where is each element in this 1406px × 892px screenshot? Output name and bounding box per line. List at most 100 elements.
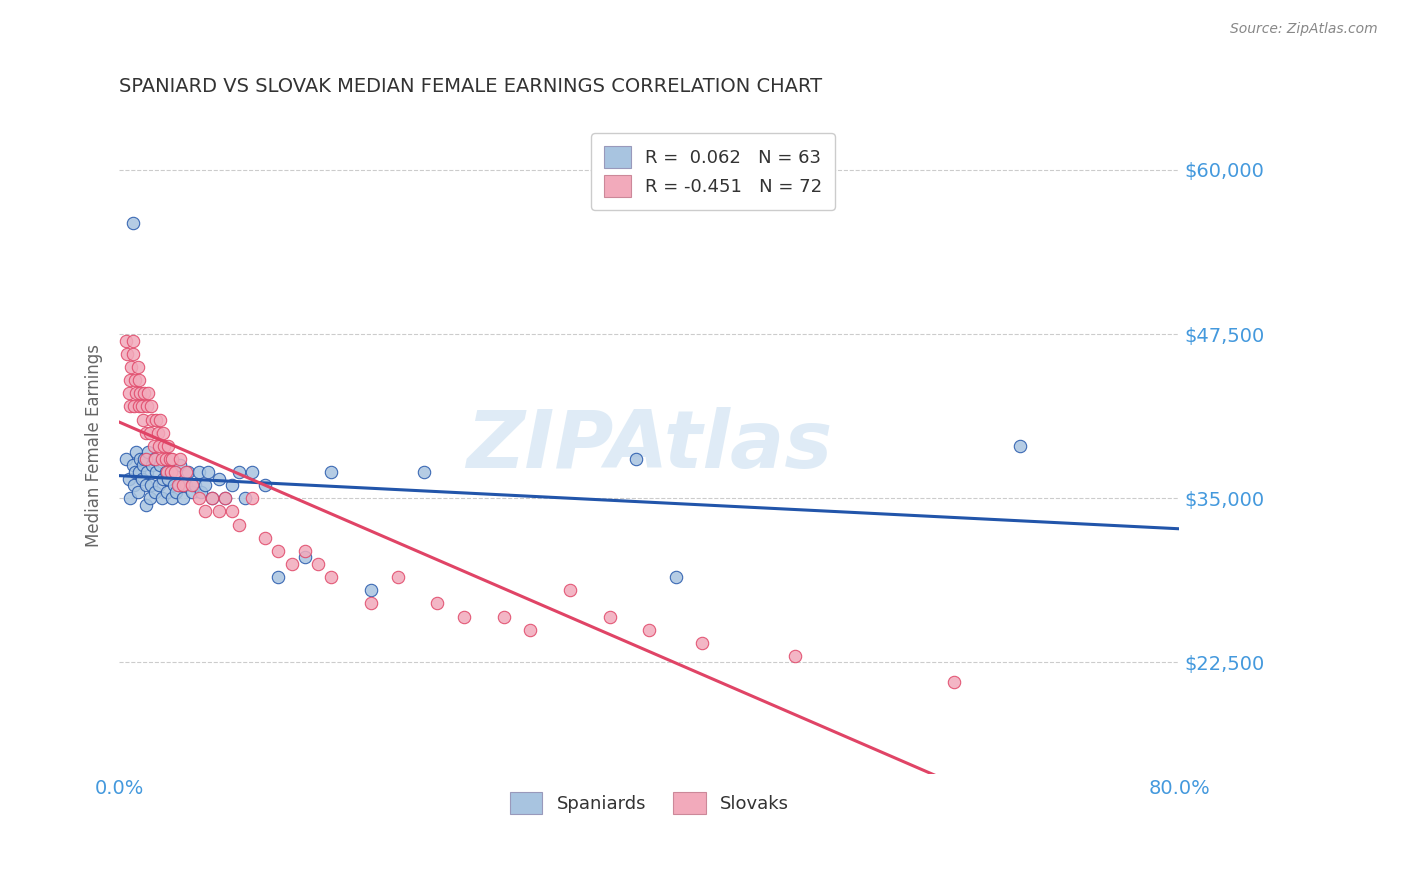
- Point: [783, 648, 806, 663]
- Point: [121, 334, 143, 348]
- Point: [172, 478, 194, 492]
- Point: [128, 465, 150, 479]
- Point: [142, 439, 165, 453]
- Point: [240, 491, 263, 506]
- Text: ZIPAtlas: ZIPAtlas: [467, 407, 832, 484]
- Point: [665, 570, 688, 584]
- Point: [150, 451, 173, 466]
- Point: [321, 570, 343, 584]
- Text: Source: ZipAtlas.com: Source: ZipAtlas.com: [1230, 22, 1378, 37]
- Point: [157, 472, 180, 486]
- Point: [139, 425, 162, 440]
- Point: [135, 451, 157, 466]
- Point: [118, 491, 141, 506]
- Point: [138, 386, 160, 401]
- Point: [194, 504, 217, 518]
- Point: [143, 451, 166, 466]
- Point: [141, 458, 163, 473]
- Point: [155, 465, 177, 479]
- Point: [115, 334, 138, 348]
- Point: [145, 465, 167, 479]
- Point: [167, 478, 190, 492]
- Point: [181, 478, 204, 492]
- Point: [142, 451, 165, 466]
- Point: [519, 623, 541, 637]
- Point: [197, 465, 219, 479]
- Point: [128, 373, 150, 387]
- Point: [187, 491, 209, 506]
- Point: [174, 478, 197, 492]
- Point: [453, 609, 475, 624]
- Point: [115, 347, 138, 361]
- Point: [118, 373, 141, 387]
- Point: [152, 425, 174, 440]
- Point: [152, 472, 174, 486]
- Point: [240, 465, 263, 479]
- Point: [181, 484, 204, 499]
- Point: [159, 451, 181, 466]
- Point: [115, 451, 138, 466]
- Point: [692, 636, 714, 650]
- Point: [360, 583, 382, 598]
- Point: [162, 478, 184, 492]
- Point: [426, 596, 449, 610]
- Point: [214, 491, 236, 506]
- Point: [128, 400, 150, 414]
- Point: [134, 386, 156, 401]
- Point: [127, 359, 149, 374]
- Point: [135, 478, 157, 492]
- Point: [254, 478, 277, 492]
- Point: [125, 386, 148, 401]
- Point: [120, 359, 142, 374]
- Point: [228, 465, 250, 479]
- Point: [233, 491, 256, 506]
- Point: [139, 478, 162, 492]
- Point: [117, 386, 139, 401]
- Text: SPANIARD VS SLOVAK MEDIAN FEMALE EARNINGS CORRELATION CHART: SPANIARD VS SLOVAK MEDIAN FEMALE EARNING…: [120, 78, 823, 96]
- Point: [267, 570, 290, 584]
- Point: [148, 478, 170, 492]
- Point: [492, 609, 515, 624]
- Point: [121, 458, 143, 473]
- Point: [169, 458, 191, 473]
- Point: [221, 478, 243, 492]
- Point: [160, 465, 183, 479]
- Point: [163, 465, 186, 479]
- Point: [184, 478, 207, 492]
- Point: [125, 445, 148, 459]
- Point: [267, 544, 290, 558]
- Point: [139, 491, 162, 506]
- Point: [943, 675, 966, 690]
- Point: [159, 451, 181, 466]
- Point: [214, 491, 236, 506]
- Point: [155, 451, 177, 466]
- Point: [153, 439, 176, 453]
- Point: [149, 412, 172, 426]
- Point: [121, 215, 143, 229]
- Point: [143, 484, 166, 499]
- Point: [124, 373, 146, 387]
- Point: [135, 498, 157, 512]
- Point: [122, 400, 145, 414]
- Point: [187, 465, 209, 479]
- Point: [387, 570, 409, 584]
- Point: [139, 400, 162, 414]
- Point: [118, 400, 141, 414]
- Point: [136, 465, 159, 479]
- Point: [117, 472, 139, 486]
- Point: [321, 465, 343, 479]
- Legend: Spaniards, Slovaks: Spaniards, Slovaks: [502, 784, 796, 821]
- Point: [131, 400, 153, 414]
- Point: [172, 491, 194, 506]
- Point: [294, 550, 316, 565]
- Point: [177, 465, 200, 479]
- Point: [169, 451, 191, 466]
- Point: [624, 451, 647, 466]
- Point: [280, 557, 302, 571]
- Point: [190, 484, 212, 499]
- Point: [121, 347, 143, 361]
- Point: [221, 504, 243, 518]
- Point: [129, 386, 152, 401]
- Point: [138, 445, 160, 459]
- Y-axis label: Median Female Earnings: Median Female Earnings: [86, 344, 103, 548]
